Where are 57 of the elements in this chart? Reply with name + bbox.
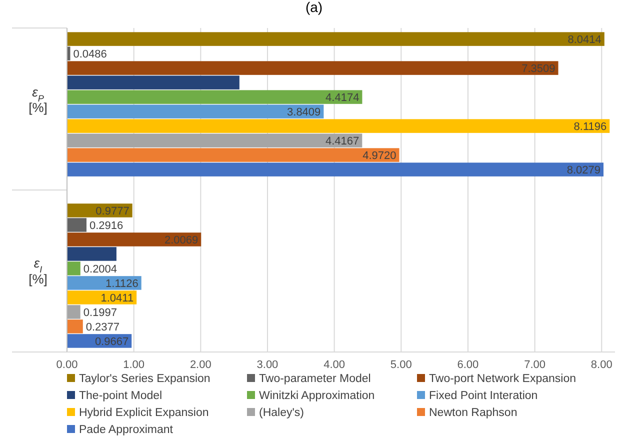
bar <box>67 148 400 162</box>
data-label: 0.2916 <box>89 220 124 232</box>
data-label: 3.8409 <box>287 106 321 118</box>
data-label: 0.2004 <box>83 263 118 276</box>
legend-label: Newton Raphson <box>429 407 518 420</box>
data-label: 4.4167 <box>326 135 360 148</box>
bar <box>67 247 116 261</box>
legend-label: (Haley's) <box>259 407 304 420</box>
data-label: 1.1126 <box>106 278 138 290</box>
x-tick-label: 4.00 <box>324 359 346 371</box>
bar <box>67 61 558 75</box>
bar <box>67 76 240 90</box>
bar <box>67 305 80 319</box>
bar <box>67 290 137 304</box>
bar <box>67 32 604 46</box>
legend-label: Fixed Point Interation <box>429 390 538 402</box>
legend-label: Winitzki Approximation <box>259 390 375 402</box>
bar <box>67 119 610 133</box>
bar <box>67 276 142 290</box>
x-tick-label: 0.00 <box>56 359 78 371</box>
data-label: 8.0414 <box>568 34 602 46</box>
bar <box>67 134 362 148</box>
bar <box>67 90 362 104</box>
legend-label: The-point Model <box>79 390 162 402</box>
data-label: 0.0486 <box>73 48 107 60</box>
data-label: 8.1196 <box>574 120 607 133</box>
x-tick-label: 5.00 <box>390 359 412 371</box>
bar <box>67 104 324 118</box>
data-label: 7.3509 <box>522 62 556 75</box>
bar <box>67 218 86 232</box>
data-label: 8.0279 <box>566 164 600 176</box>
x-tick-label: 3.00 <box>256 359 278 371</box>
x-tick-label: 2.00 <box>190 359 212 371</box>
x-tick-label: 8.00 <box>590 359 612 371</box>
x-tick-label: 6.00 <box>457 359 479 371</box>
legend-label: Taylor's Series Expansion <box>79 373 210 386</box>
y-tick-label: ε$_{I}$ [%] <box>28 256 48 286</box>
data-label: 0.1997 <box>83 306 117 319</box>
x-tick-label: 7.00 <box>524 359 546 371</box>
bar <box>67 162 604 176</box>
y-tick-label: ε$_{P}$ [%] <box>28 84 48 115</box>
data-label: 2.0069 <box>164 234 198 246</box>
legend-label: Pade Approximant <box>79 424 174 436</box>
data-label: 0.2377 <box>86 321 120 334</box>
bar <box>67 232 202 246</box>
x-tick-label: 1.00 <box>123 359 145 371</box>
data-label: 4.9720 <box>362 150 396 162</box>
chart-title: (a) <box>305 0 323 15</box>
data-label: 0.9777 <box>96 205 130 218</box>
bar <box>67 320 83 334</box>
legend-label: Two-port Network Expansion <box>429 373 576 386</box>
bar <box>67 262 80 276</box>
legend-label: Hybrid Explicit Expansion <box>79 407 209 420</box>
legend-label: Two-parameter Model <box>259 373 371 386</box>
data-label: 0.9667 <box>94 336 129 348</box>
data-label: 1.0411 <box>100 292 134 304</box>
data-label: 4.4174 <box>326 92 360 104</box>
